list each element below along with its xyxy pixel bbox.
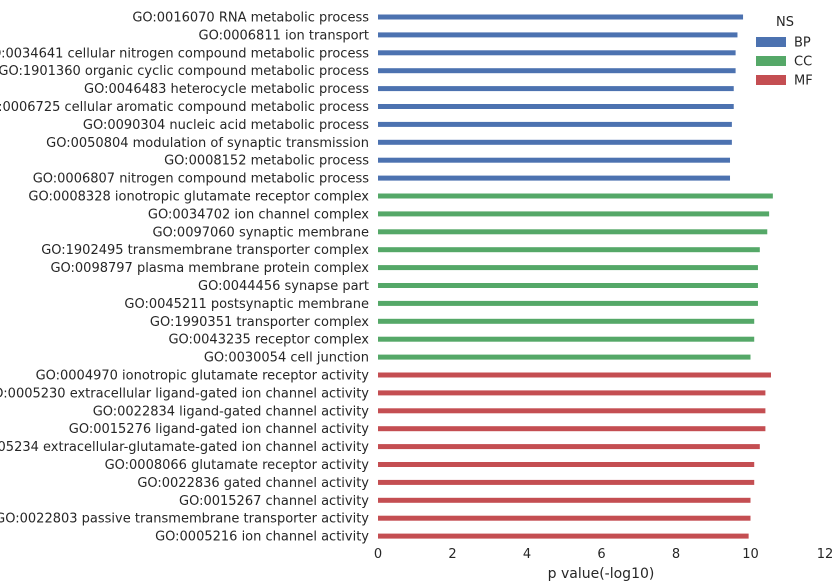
bar (378, 247, 760, 253)
bar (378, 121, 732, 127)
bar (378, 86, 734, 92)
x-tick-label: 6 (597, 547, 605, 562)
category-label: GO:0045211 postsynaptic membrane (124, 297, 369, 312)
category-label: GO:0008066 glutamate receptor activity (105, 458, 370, 473)
x-tick-labels: 0 2 4 6 8 10 12 (374, 547, 833, 562)
category-label: GO:0016070 RNA metabolic process (132, 11, 369, 26)
category-label: GO:0022836 gated channel activity (137, 476, 369, 491)
category-label: GO:0005230 extracellular ligand-gated io… (0, 386, 369, 401)
category-label: GO:0022803 passive transmembrane transpo… (0, 512, 369, 527)
bar (378, 318, 755, 324)
category-label: GO:0015267 channel activity (179, 494, 369, 509)
category-label: GO:0006807 nitrogen compound metabolic p… (33, 172, 370, 187)
category-label: GO:0044456 synapse part (198, 279, 369, 294)
bar (378, 336, 755, 342)
bar (378, 444, 760, 450)
category-label: GO:0015276 ligand-gated ion channel acti… (69, 422, 370, 437)
x-tick-label: 0 (374, 547, 382, 562)
category-label: GO:0006811 ion transport (199, 28, 370, 43)
bar (378, 408, 766, 414)
x-axis-label: p value(-log10) (548, 566, 655, 582)
bars-group (378, 14, 773, 539)
legend-label: BP (794, 36, 811, 51)
category-label: GO:0008328 ionotropic glutamate receptor… (28, 190, 369, 205)
x-tick-label: 4 (523, 547, 531, 562)
bar (378, 300, 758, 306)
bar (378, 68, 736, 74)
bar (378, 390, 766, 396)
category-label: GO:0005216 ion channel activity (155, 530, 369, 545)
legend-swatch (756, 75, 786, 85)
bar (378, 497, 751, 503)
category-label: GO:1901360 organic cyclic compound metab… (0, 64, 369, 79)
legend-label: CC (794, 55, 812, 70)
category-label: GO:1990351 transporter complex (150, 315, 369, 330)
category-label: GO:0005234 extracellular-glutamate-gated… (0, 440, 369, 455)
bar (378, 479, 755, 485)
legend-title: NS (776, 15, 794, 30)
bar (378, 354, 751, 360)
bar (378, 229, 768, 235)
category-label: GO:0098797 plasma membrane protein compl… (50, 261, 369, 276)
bar (378, 533, 749, 539)
bar (378, 265, 758, 271)
bar (378, 372, 771, 378)
legend-label: MF (794, 74, 813, 89)
bar (378, 211, 770, 217)
legend: NS BP CC MF (756, 15, 813, 89)
bar (378, 193, 773, 199)
category-label: GO:0022834 ligand-gated channel activity (93, 404, 370, 419)
category-label: GO:0050804 modulation of synaptic transm… (46, 136, 369, 151)
category-label: GO:0006725 cellular aromatic compound me… (0, 100, 369, 115)
legend-swatch (756, 37, 786, 47)
bar (378, 157, 731, 163)
category-label: GO:1902495 transmembrane transporter com… (41, 243, 369, 258)
bar (378, 139, 732, 145)
bar (378, 426, 766, 432)
category-label: GO:0090304 nucleic acid metabolic proces… (83, 118, 369, 133)
category-label: GO:0043235 receptor complex (168, 333, 369, 348)
x-tick-label: 10 (742, 547, 759, 562)
bar (378, 32, 738, 38)
category-label: GO:0034641 cellular nitrogen compound me… (0, 46, 369, 61)
bar (378, 104, 734, 109)
category-labels: GO:0016070 RNA metabolic process GO:00068… (0, 11, 369, 545)
bar (378, 515, 751, 521)
bar (378, 283, 758, 288)
category-label: GO:0008152 metabolic process (164, 154, 369, 169)
category-label: GO:0046483 heterocycle metabolic process (84, 82, 369, 97)
category-label: GO:0004970 ionotropic glutamate receptor… (36, 369, 370, 384)
bar (378, 14, 744, 20)
category-label: GO:0030054 cell junction (204, 351, 369, 366)
x-tick-label: 12 (817, 547, 834, 562)
x-tick-label: 8 (672, 547, 680, 562)
bar (378, 175, 731, 181)
x-tick-label: 2 (448, 547, 456, 562)
bar (378, 50, 736, 56)
category-label: GO:0097060 synaptic membrane (152, 225, 369, 240)
legend-swatch (756, 56, 786, 66)
category-label: GO:0034702 ion channel complex (148, 207, 369, 222)
bar (378, 462, 755, 467)
